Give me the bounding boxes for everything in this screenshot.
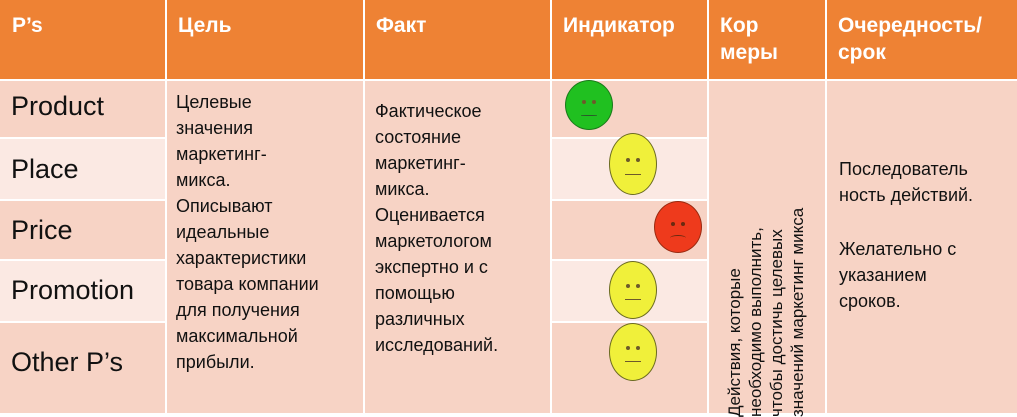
fact-line: состояние <box>375 127 462 147</box>
header-ps: P’s <box>0 0 166 80</box>
goal-line: прибыли. <box>176 352 255 372</box>
divider <box>363 0 365 413</box>
divider <box>0 137 166 139</box>
goal-line: для получения <box>176 300 300 320</box>
divider <box>551 259 708 261</box>
fact-line: маркетологом <box>375 231 492 251</box>
yellow-neutral-face-icon <box>609 323 657 381</box>
order-line: ность действий. <box>839 185 974 205</box>
goal-line: Описывают <box>176 196 273 216</box>
order-line: сроков. <box>839 291 901 311</box>
divider <box>550 0 552 413</box>
header-measures: Кор меры <box>708 0 826 80</box>
row-label-promotion: Promotion <box>11 275 135 305</box>
header-order: Очередность/срок <box>826 0 1017 80</box>
row-label-place: Place <box>11 154 79 184</box>
divider <box>707 0 709 413</box>
header-fact-text: Факт <box>376 14 427 37</box>
order-line: указанием <box>839 265 927 285</box>
green-smiley-icon <box>565 80 613 130</box>
order-line: Последователь <box>839 159 968 179</box>
divider <box>0 199 166 201</box>
header-order-line2: срок <box>838 41 886 64</box>
goal-line: значения <box>176 118 253 138</box>
measures-line: чтобы достичь целевых <box>767 229 786 417</box>
header-indicator-text: Индикатор <box>563 14 675 37</box>
yellow-neutral-face-icon <box>609 133 657 195</box>
goal-line: Целевые <box>176 92 252 112</box>
divider <box>0 259 166 261</box>
goal-line: максимальной <box>176 326 298 346</box>
divider <box>165 0 167 413</box>
header-measures-line2: меры <box>720 41 778 64</box>
header-goal: Цель <box>166 0 364 80</box>
goal-cell-bg <box>166 80 364 413</box>
fact-line: Фактическое <box>375 101 482 121</box>
measures-line: Действия, которые <box>725 268 744 417</box>
divider <box>551 321 708 323</box>
order-cell-bg <box>826 80 1017 413</box>
header-goal-text: Цель <box>178 14 232 37</box>
divider <box>0 79 1017 81</box>
measures-line: необходимо выполнить, <box>746 227 765 417</box>
goal-line: характеристики <box>176 248 307 268</box>
fact-line: различных <box>375 309 465 329</box>
red-sad-face-icon <box>654 201 702 253</box>
yellow-neutral-face-icon <box>609 261 657 319</box>
measures-line: значений маркетинг микса <box>788 207 807 417</box>
measures-text: Действия, которые необходимо выполнить, … <box>724 137 812 417</box>
divider <box>551 199 708 201</box>
header-measures-line1: Кор <box>720 14 759 37</box>
order-text: Последователь ность действий. Желательно… <box>839 156 1014 314</box>
goal-line: микса. <box>176 170 231 190</box>
fact-line: исследований. <box>375 335 499 355</box>
header-fact: Факт <box>364 0 551 80</box>
row-label-other: Other P’s <box>11 347 124 377</box>
goal-line: маркетинг- <box>176 144 267 164</box>
measures-cell-bg <box>708 80 826 413</box>
row-label-price: Price <box>11 215 73 245</box>
header-indicator: Индикатор <box>551 0 708 80</box>
header-ps-text: P’s <box>12 14 43 37</box>
goal-line: товара компании <box>176 274 319 294</box>
divider <box>825 0 827 413</box>
header-order-line1: Очередность/ <box>838 14 982 37</box>
goal-text: Целевые значения маркетинг- микса. Описы… <box>176 89 361 375</box>
fact-text: Фактическое состояние маркетинг- микса. … <box>375 98 550 358</box>
order-line: Желательно с <box>839 239 957 259</box>
fact-line: маркетинг- <box>375 153 466 173</box>
fact-line: экспертно и с <box>375 257 488 277</box>
row-label-product: Product <box>11 91 105 121</box>
fact-line: помощью <box>375 283 455 303</box>
divider <box>0 321 166 323</box>
fact-line: микса. <box>375 179 430 199</box>
goal-line: идеальные <box>176 222 270 242</box>
fact-line: Оценивается <box>375 205 485 225</box>
fact-cell-bg <box>364 80 551 413</box>
